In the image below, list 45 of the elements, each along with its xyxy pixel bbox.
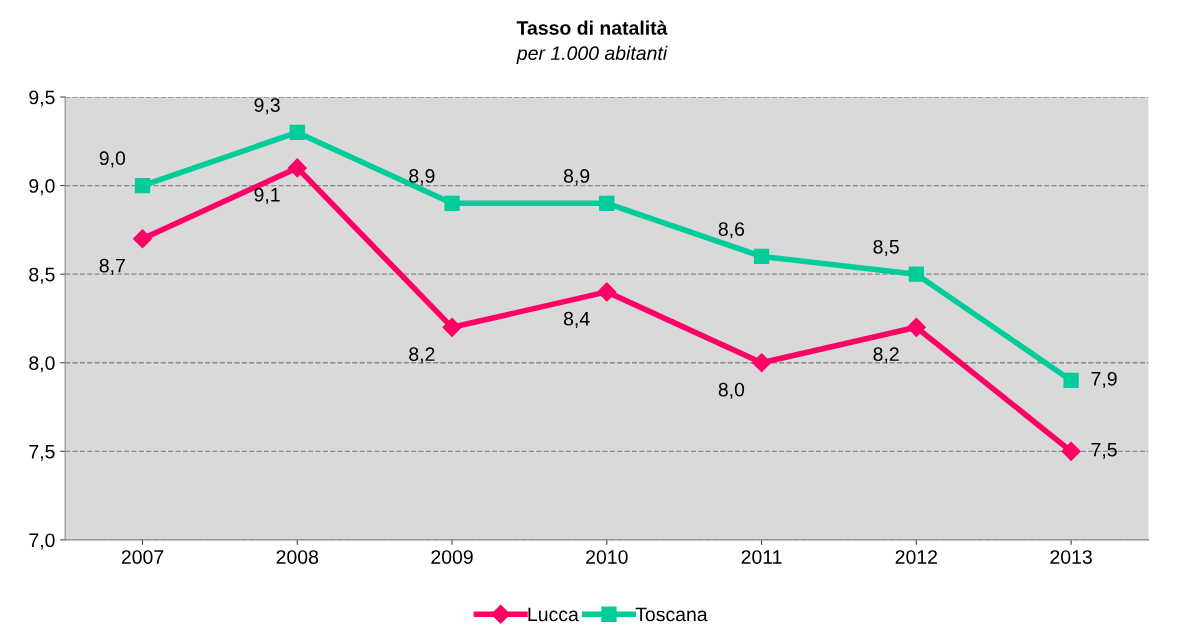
data-label: 8,2 (409, 347, 435, 364)
y-tick-label: 7,0 (29, 533, 55, 550)
data-label: 7,5 (1091, 442, 1117, 459)
point (287, 158, 307, 178)
point (289, 124, 305, 141)
data-label: 8,7 (99, 258, 125, 275)
point (134, 177, 151, 194)
x-tick-label: 2012 (895, 550, 937, 564)
data-label: 8,9 (409, 169, 435, 186)
x-tick-label: 2011 (741, 550, 782, 564)
point (132, 229, 153, 249)
data-label: 7,9 (1091, 371, 1117, 388)
point (442, 317, 462, 337)
point (1061, 441, 1081, 461)
y-tick-label: 9,0 (29, 179, 55, 196)
point (753, 248, 770, 265)
x-tick-label: 2013 (1050, 550, 1092, 564)
point (444, 195, 460, 211)
data-label: 8,0 (718, 382, 745, 399)
data-label: 8,2 (873, 347, 899, 364)
legend-label: Toscana (635, 607, 708, 622)
data-label: 8,6 (718, 222, 745, 239)
data-label: 9,3 (254, 98, 280, 115)
data-label: 9,1 (254, 187, 280, 204)
data-label: 8,9 (563, 169, 590, 186)
point (908, 266, 924, 282)
x-tick-label: 2007 (121, 550, 164, 564)
x-tick-label: 2010 (586, 550, 628, 564)
y-tick-label: 8,0 (29, 356, 55, 373)
data-label: 8,4 (563, 311, 590, 328)
point (599, 195, 615, 211)
data-label: 8,5 (873, 239, 899, 256)
point (1063, 372, 1079, 389)
y-tick-label: 8,5 (29, 267, 55, 284)
legend-label: Lucca (528, 607, 579, 622)
chart-title: Tasso di natalità (516, 20, 668, 35)
x-tick-label: 2008 (276, 550, 319, 564)
data-label: 9,0 (99, 151, 126, 168)
chart-subtitle: per 1.000 abitanti (516, 45, 668, 64)
y-tick-label: 9,5 (29, 90, 55, 107)
point (752, 353, 772, 373)
point (906, 317, 926, 337)
x-tick-label: 2009 (431, 550, 473, 564)
y-tick-label: 7,5 (29, 445, 55, 461)
point (597, 282, 617, 302)
